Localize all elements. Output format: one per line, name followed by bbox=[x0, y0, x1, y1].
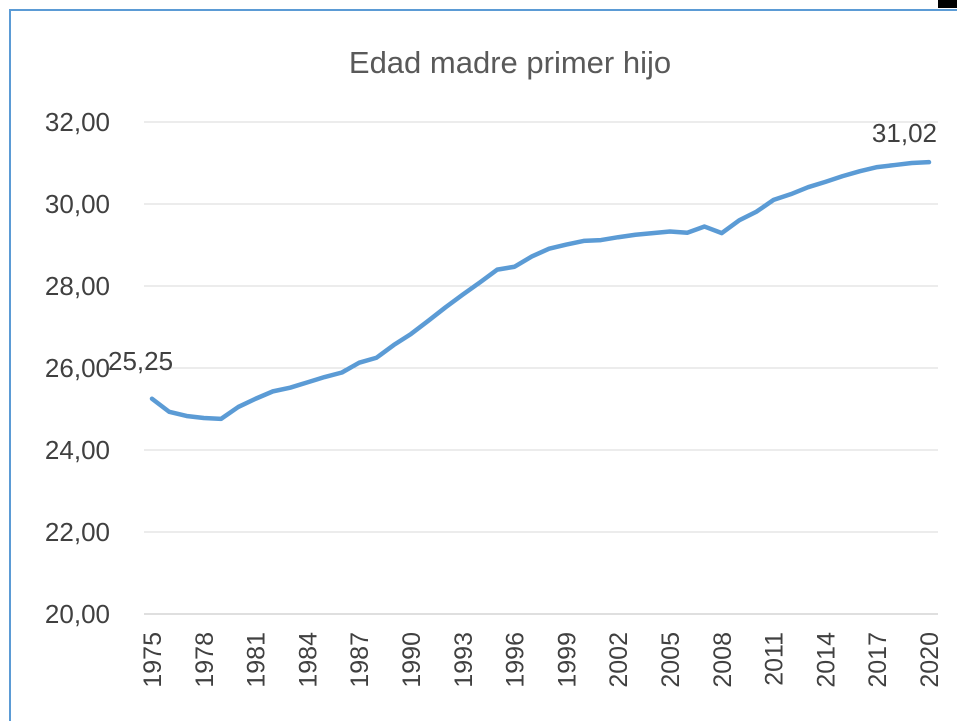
chart-frame bbox=[9, 9, 957, 721]
y-tick-label: 22,00 bbox=[45, 517, 110, 547]
x-tick-label: 1981 bbox=[243, 632, 271, 688]
x-tick-label: 2017 bbox=[864, 632, 892, 688]
line bbox=[149, 159, 932, 422]
data-label: 31,02 bbox=[872, 118, 937, 148]
y-tick-label: 20,00 bbox=[45, 599, 110, 629]
x-tick-label: 2002 bbox=[605, 632, 633, 688]
x-tick-label: 1990 bbox=[398, 632, 426, 688]
x-tick-label: 2008 bbox=[709, 632, 737, 688]
data-label: 25,25 bbox=[108, 346, 173, 376]
x-tick-label: 2014 bbox=[812, 632, 840, 688]
x-tick-label: 2005 bbox=[657, 632, 685, 688]
corner-fragment bbox=[938, 0, 957, 8]
x-tick-label: 1975 bbox=[139, 632, 167, 688]
x-tick-label: 1984 bbox=[294, 632, 322, 688]
x-tick-label: 1987 bbox=[346, 632, 374, 688]
y-tick-label: 28,00 bbox=[45, 271, 110, 301]
y-tick-label: 32,00 bbox=[45, 107, 110, 137]
x-tick-label: 2020 bbox=[916, 632, 944, 688]
x-tick-label: 2011 bbox=[761, 632, 789, 686]
x-tick-label: 1978 bbox=[191, 632, 219, 688]
y-tick-label: 26,00 bbox=[45, 353, 110, 383]
x-tick-label: 1996 bbox=[502, 632, 530, 688]
x-tick-label: 1999 bbox=[553, 632, 581, 688]
x-tick-label: 1993 bbox=[450, 632, 478, 688]
y-tick-label: 30,00 bbox=[45, 189, 110, 219]
chart-title: Edad madre primer hijo bbox=[349, 45, 671, 80]
y-tick-label: 24,00 bbox=[45, 435, 110, 465]
